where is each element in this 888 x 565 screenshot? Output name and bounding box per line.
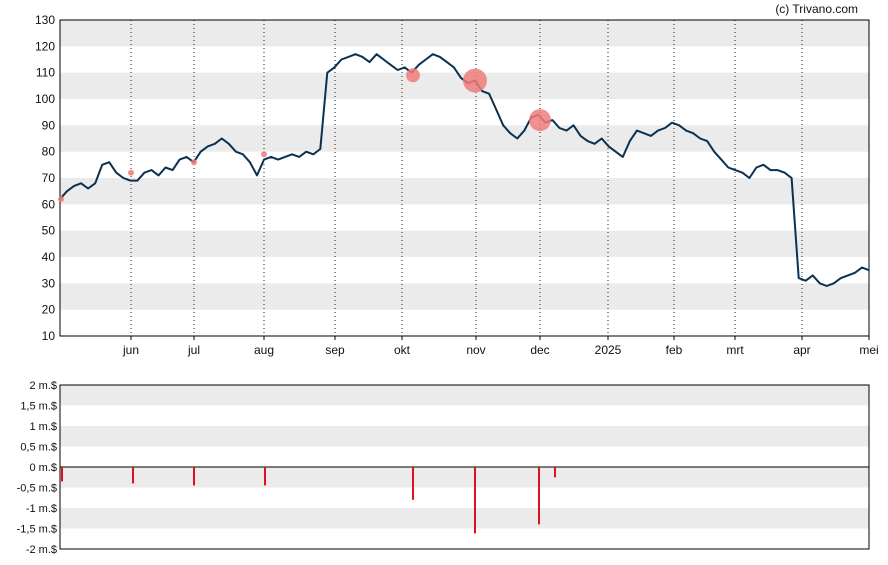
y-tick-label: 2 m.$ — [29, 380, 57, 392]
y-tick-label: 60 — [42, 197, 56, 211]
price-plot: 10 20 30 40 50 60 70 80 90 100 110 120 130 jun jul aug s… — [35, 13, 879, 357]
transaction-marker — [529, 109, 551, 132]
grid-band — [60, 283, 869, 310]
volume-bar — [193, 467, 195, 486]
volume-bar — [412, 467, 414, 500]
y-tick-label: 90 — [42, 118, 56, 132]
volume-bar — [61, 467, 63, 482]
y-tick-label: 1,5 m.$ — [20, 401, 57, 413]
volume-plot: 2 m.$ 1,5 m.$ 1 m.$ 0,5 m.$ 0 m.$ -0,5 m.$ -1 … — [17, 380, 870, 556]
x-tick-label: jul — [187, 343, 200, 357]
transaction-marker — [58, 196, 64, 203]
x-tick-label: mrt — [726, 343, 744, 357]
grid-band — [60, 20, 869, 47]
x-tick-label: aug — [254, 343, 274, 357]
grid-band — [60, 178, 869, 205]
volume-bar — [554, 467, 556, 478]
x-tick-label: jun — [122, 343, 139, 357]
transaction-marker — [406, 68, 420, 83]
volume-bar — [474, 467, 476, 534]
transaction-marker — [463, 68, 487, 93]
y-tick-label: 10 — [42, 329, 56, 343]
y-tick-label: 120 — [35, 39, 55, 53]
volume-bar — [538, 467, 540, 525]
y-tick-label: 30 — [42, 276, 56, 290]
y-tick-label: 20 — [42, 303, 56, 317]
volume-bar — [264, 467, 266, 486]
x-tick-label: 2025 — [595, 343, 622, 357]
x-tick-label: feb — [666, 343, 683, 357]
transaction-marker — [128, 169, 134, 176]
y-tick-label: 70 — [42, 171, 56, 185]
y-tick-label: -0,5 m.$ — [17, 483, 57, 495]
y-tick-label: 1 m.$ — [29, 421, 57, 433]
x-tick-label: mei — [859, 343, 878, 357]
x-tick-label: sep — [325, 343, 345, 357]
y-tick-label: 0 m.$ — [29, 462, 57, 474]
y-tick-label: -1 m.$ — [26, 503, 57, 515]
x-tick-label: apr — [793, 343, 810, 357]
grid-band — [60, 125, 869, 152]
plot-frame — [59, 19, 870, 337]
grid-band — [60, 426, 869, 447]
y-tick-label: -1,5 m.$ — [17, 524, 57, 536]
y-tick-label: 0,5 m.$ — [20, 442, 57, 454]
y-tick-label: 110 — [36, 66, 55, 80]
transaction-marker — [261, 151, 267, 158]
y-tick-label: 50 — [42, 224, 56, 238]
y-tick-label: 130 — [35, 13, 55, 27]
y-tick-label: 40 — [42, 250, 56, 264]
grid-band — [60, 230, 869, 257]
grid-band — [60, 467, 869, 488]
x-tick-label: dec — [530, 343, 549, 357]
plot-frame — [59, 384, 870, 550]
x-tick-label: okt — [394, 343, 411, 357]
y-tick-label: 100 — [35, 92, 55, 106]
grid-band — [60, 385, 869, 406]
watermark: (c) Trivano.com — [775, 2, 858, 16]
x-tick-label: nov — [466, 343, 485, 357]
y-tick-label: -2 m.$ — [26, 544, 57, 556]
y-tick-label: 80 — [42, 145, 56, 159]
volume-bar — [132, 467, 134, 484]
transaction-marker — [191, 159, 197, 166]
grid-band — [60, 508, 869, 529]
